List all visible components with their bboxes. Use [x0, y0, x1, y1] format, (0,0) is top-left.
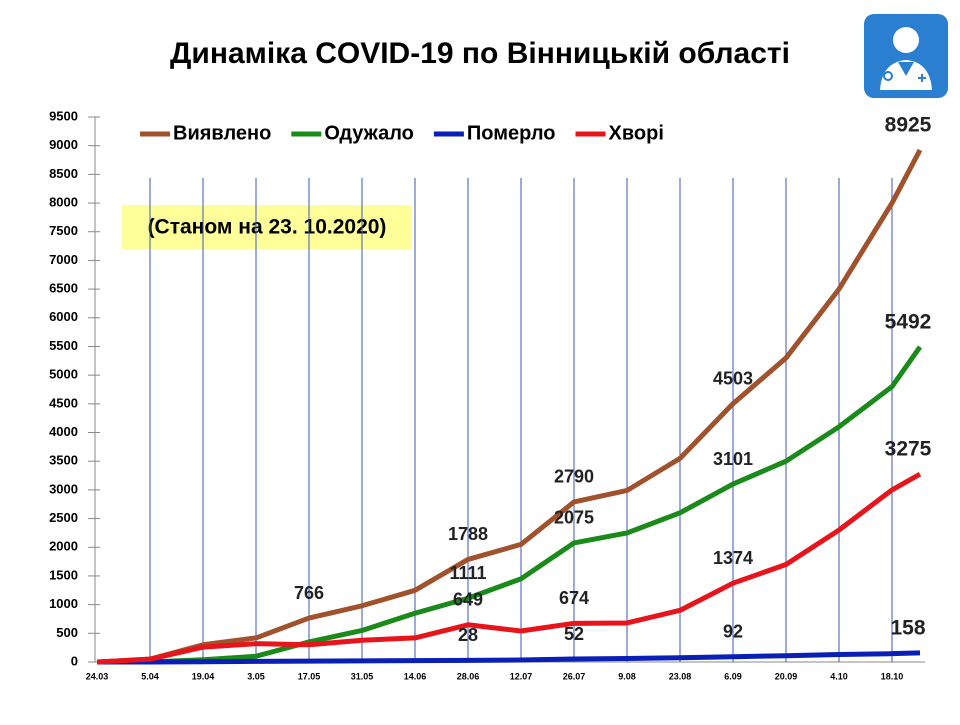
data-label: 4503 [713, 368, 753, 388]
y-tick-label: 1000 [49, 596, 78, 611]
x-tick-label: 12.07 [510, 671, 533, 681]
data-label: 52 [564, 624, 584, 644]
data-label: 158 [890, 616, 925, 639]
y-tick-label: 2000 [49, 539, 78, 554]
data-label: 649 [453, 590, 483, 610]
y-tick-label: 4000 [49, 424, 78, 439]
y-tick-label: 7500 [49, 223, 78, 238]
x-tick-label: 18.10 [881, 671, 904, 681]
y-tick-label: 9000 [49, 137, 78, 152]
data-label: 1111 [449, 563, 486, 583]
y-tick-label: 4500 [49, 395, 78, 410]
series-line [97, 650, 921, 665]
data-label: 3101 [713, 449, 753, 469]
x-tick-label: 17.05 [298, 671, 321, 681]
legend-label: Виявлено [173, 122, 271, 144]
x-tick-label: 9.08 [618, 671, 636, 681]
y-tick-label: 1500 [49, 567, 78, 582]
x-tick-label: 28.06 [457, 671, 480, 681]
legend-label: Померло [467, 122, 556, 144]
data-label: 2075 [554, 508, 594, 528]
x-tick-label: 31.05 [351, 671, 374, 681]
series-line [96, 148, 923, 665]
y-tick-label: 5500 [49, 338, 78, 353]
subtitle-box [122, 205, 412, 249]
doctor-icon [864, 14, 948, 98]
legend-label: Одужало [324, 122, 414, 144]
y-tick-label: 8000 [49, 194, 78, 209]
y-tick-label: 7000 [49, 252, 78, 267]
y-tick-label: 500 [56, 625, 78, 640]
y-tick-label: 9500 [49, 108, 78, 123]
data-label: 674 [559, 588, 589, 608]
x-tick-label: 3.05 [247, 671, 265, 681]
y-tick-label: 6000 [49, 309, 78, 324]
series-line [97, 345, 923, 665]
legend-label: Хворі [609, 122, 664, 144]
x-tick-label: 20.09 [775, 671, 798, 681]
data-label: 766 [294, 583, 324, 603]
data-label: 5492 [885, 310, 932, 333]
x-tick-label: 24.03 [86, 671, 109, 681]
y-tick-label: 0 [71, 653, 78, 668]
x-tick-label: 5.04 [141, 671, 159, 681]
data-label: 1788 [448, 524, 488, 544]
y-tick-label: 8500 [49, 166, 78, 181]
y-tick-label: 5000 [49, 367, 78, 382]
y-tick-label: 2500 [49, 510, 78, 525]
data-label: 1374 [713, 548, 753, 568]
x-tick-label: 4.10 [830, 671, 848, 681]
x-tick-label: 23.08 [669, 671, 692, 681]
y-tick-label: 3000 [49, 481, 78, 496]
data-label: 3275 [885, 438, 932, 461]
y-tick-label: 3500 [49, 453, 78, 468]
x-tick-label: 14.06 [404, 671, 427, 681]
chart-title: Динаміка COVID-19 по Вінницькій області [170, 37, 790, 70]
data-label: 28 [458, 625, 478, 645]
x-tick-label: 19.04 [192, 671, 215, 681]
data-label: 92 [723, 621, 743, 641]
x-tick-label: 26.07 [563, 671, 586, 681]
data-label: 2790 [554, 467, 594, 487]
series-line [96, 471, 922, 665]
data-label: 8925 [885, 114, 932, 137]
x-tick-label: 6.09 [724, 671, 742, 681]
subtitle: (Станом на 23. 10.2020) [148, 216, 387, 239]
y-tick-label: 6500 [49, 281, 78, 296]
